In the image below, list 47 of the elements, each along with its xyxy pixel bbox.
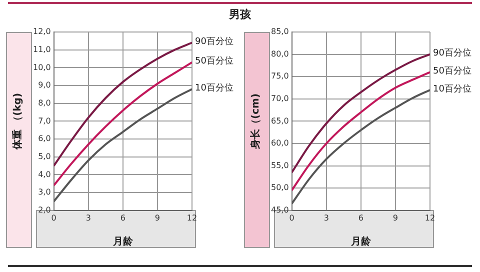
line-series (292, 71, 430, 192)
x-tick-label: 3 (324, 213, 329, 222)
y-tick-label: 3,0 (38, 188, 51, 197)
y-axis-title: 体重 （(kg) (12, 92, 24, 150)
y-tick-label: 2,0 (38, 205, 51, 214)
x-axis-title: 月龄 (350, 236, 372, 248)
x-tick-label: 9 (154, 213, 160, 222)
y-tick-label: 8,0 (38, 98, 51, 108)
y-tick-label: 11,0 (33, 44, 51, 54)
x-tick-label: 0 (51, 213, 56, 222)
y-tick-label: 45,0 (271, 205, 289, 214)
series-label: 90百分位 (433, 48, 472, 59)
x-tick-label: 6 (120, 213, 126, 222)
line-series (54, 61, 192, 186)
y-tick-label: 9,0 (38, 80, 51, 90)
x-tick-label: 12 (424, 213, 436, 222)
y-tick-label: 10,0 (33, 62, 51, 72)
y-tick-label: 50,0 (271, 183, 289, 192)
y-tick-label: 75,0 (271, 72, 289, 81)
y-tick-label: 60,0 (271, 138, 289, 148)
y-tick-label: 12,0 (33, 27, 51, 36)
y-tick-label: 4,0 (38, 170, 51, 179)
y-tick-label: 6,0 (38, 134, 51, 144)
series-label: 10百分位 (433, 83, 472, 94)
series-label: 50百分位 (433, 65, 472, 76)
series-label: 90百分位 (195, 36, 234, 48)
x-tick-label: 0 (289, 213, 294, 222)
x-tick-label: 6 (358, 213, 364, 222)
line-series (54, 42, 192, 167)
y-tick-label: 80,0 (271, 49, 289, 58)
y-tick-label: 7,0 (38, 116, 51, 126)
line-series (54, 88, 192, 202)
y-tick-label: 70,0 (271, 94, 289, 103)
y-tick-label: 55,0 (271, 160, 289, 170)
x-axis-title: 月龄 (112, 236, 134, 248)
y-tick-label: 65,0 (271, 116, 289, 126)
x-tick-label: 9 (392, 213, 398, 222)
series-label: 50百分位 (195, 56, 234, 67)
y-tick-label: 5,0 (38, 152, 51, 161)
series-label: 10百分位 (195, 82, 234, 94)
x-tick-label: 3 (86, 213, 91, 222)
y-axis-title: 身长（(cm) (250, 93, 262, 150)
text: 男孩 (228, 7, 252, 22)
line-series (292, 53, 430, 174)
x-tick-label: 12 (186, 213, 198, 222)
y-tick-label: 85,0 (271, 27, 289, 36)
line-series (292, 88, 430, 205)
